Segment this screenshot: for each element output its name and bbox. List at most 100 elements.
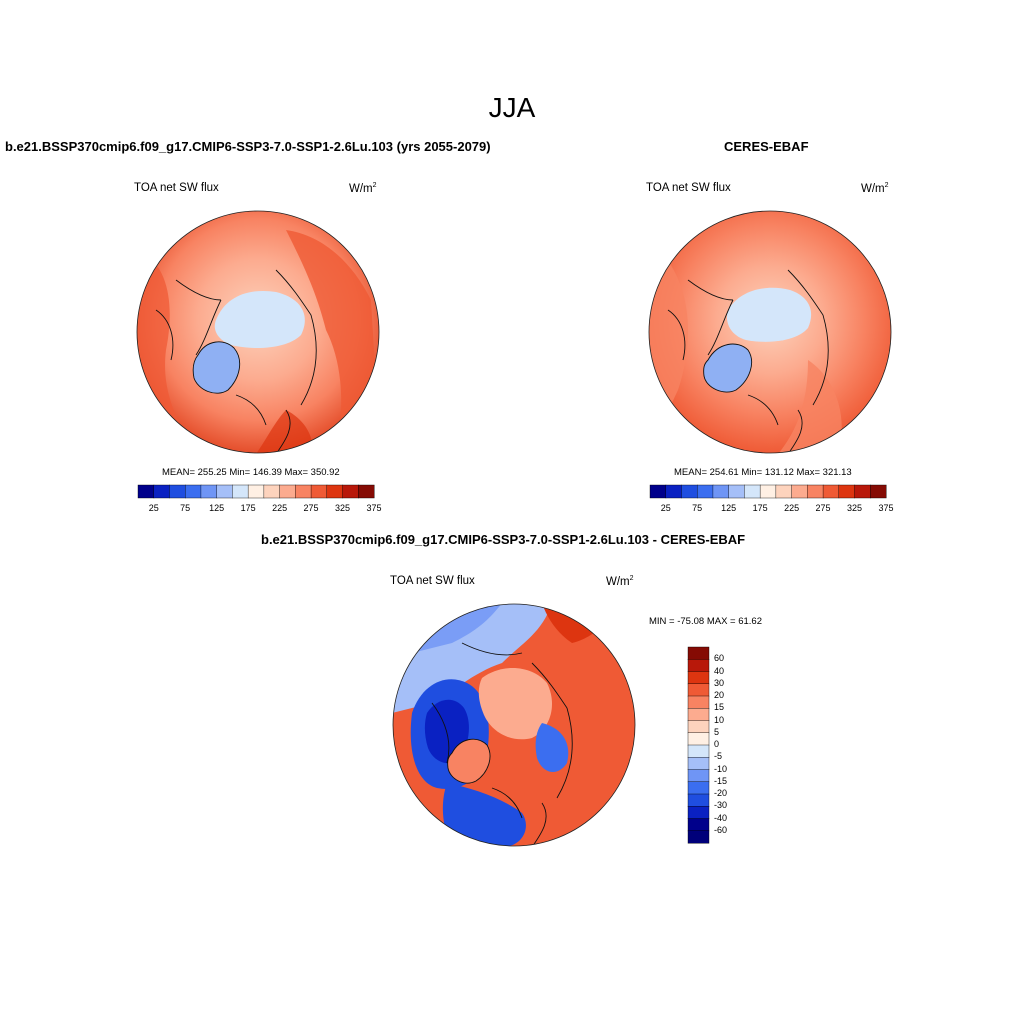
colorbar-swatch (687, 720, 710, 734)
colorbar-swatch (807, 484, 824, 499)
greenland-region (193, 341, 240, 394)
colorbar-swatch (870, 484, 887, 499)
europe-high-flux-region (256, 410, 313, 453)
colorbar-tick-label: 125 (209, 503, 225, 513)
colorbar-diff (687, 646, 710, 844)
colorbar-swatch (687, 830, 710, 844)
diff-negative-atlantic (442, 783, 526, 846)
coastlines (667, 269, 829, 453)
map-border (392, 603, 636, 847)
colorbar-swatch (185, 484, 202, 499)
colorbar-swatch (838, 484, 856, 499)
panel-title-diff: b.e21.BSSP370cmip6.f09_g17.CMIP6-SSP3-7.… (261, 532, 746, 547)
colorbar-swatch (791, 484, 808, 499)
colorbar-swatch (279, 484, 296, 499)
colorbar-swatch (687, 659, 710, 673)
colorbar-tick-label: 225 (784, 503, 800, 513)
stats-diff: MIN = -75.08 MAX = 61.62 (649, 616, 763, 627)
colorbar-swatch (687, 708, 710, 722)
colorbar-swatch (137, 484, 155, 499)
colorbar-tick-label: 10 (714, 714, 725, 725)
colorbar-swatch (153, 484, 170, 499)
ocean-high-flux-region (286, 230, 379, 453)
colorbar-tick-label: -20 (714, 788, 728, 798)
colorbar-tick-label: 60 (714, 653, 725, 664)
colorbar-swatch (687, 744, 710, 758)
colorbar-swatch (687, 793, 710, 807)
colorbar-swatch (697, 484, 714, 499)
map-border (648, 210, 892, 454)
season-title: JJA (488, 92, 536, 123)
colorbar-swatch (342, 484, 359, 499)
colorbar-ticks-obs: 25 75 125 175 225 275 325 375 (650, 503, 894, 515)
colorbar-tick-label: 375 (878, 503, 894, 513)
colorbar-tick-label: 75 (692, 503, 703, 513)
colorbar-swatch (263, 484, 281, 499)
colorbar-swatch (169, 484, 186, 499)
left-label-model: TOA net SW flux (134, 182, 219, 194)
stats-model: MEAN= 255.25 Min= 146.39 Max= 350.92 (162, 467, 340, 478)
arctic-ice-region (726, 287, 812, 342)
colorbar-swatch (687, 683, 710, 697)
colorbar-swatch (687, 806, 710, 820)
polar-map-model (136, 210, 380, 454)
colorbar-tick-label: 175 (752, 503, 768, 513)
left-label-diff: TOA net SW flux (390, 575, 475, 587)
colorbar-tick-label: 275 (815, 503, 831, 513)
colorbar-tick-label: -60 (714, 824, 728, 835)
colorbar-tick-label: 375 (366, 503, 382, 513)
colorbar-swatch (687, 671, 710, 685)
colorbar-swatch (295, 484, 312, 499)
colorbar-model (137, 484, 375, 499)
colorbar-swatch (687, 695, 710, 709)
coastlines (155, 269, 317, 453)
colorbar-tick-label: 25 (660, 503, 671, 513)
diff-positive-arctic (478, 667, 552, 740)
colorbar-swatch (687, 818, 710, 832)
colorbar-swatch (687, 757, 710, 771)
colorbar-swatch (200, 484, 218, 499)
atlantic-region (778, 360, 842, 453)
greenland-coastline (192, 341, 241, 394)
colorbar-swatch (232, 484, 249, 499)
colorbar-swatch (687, 732, 710, 746)
left-label-obs: TOA net SW flux (646, 182, 731, 194)
coastlines (431, 642, 573, 846)
colorbar-tick-label: 25 (148, 503, 159, 513)
colorbar-ticks-diff: 60 40 30 20 15 10 5 0 -5 -10 -15 -20 -30 -40 -60 (714, 647, 754, 843)
map-border (136, 210, 380, 454)
colorbar-swatch (712, 484, 730, 499)
colorbar-swatch (665, 484, 682, 499)
arctic-ice-region (214, 290, 305, 348)
colorbar-tick-label: 225 (272, 503, 288, 513)
greenland-coastline (447, 738, 491, 784)
colorbar-swatch (687, 646, 710, 660)
units-label-diff: W/m2 (606, 575, 634, 588)
diff-negative-scandinavia (535, 723, 569, 773)
colorbar-swatch (216, 484, 233, 499)
colorbar-tick-label: 15 (714, 702, 725, 713)
colorbar-tick-label: 0 (714, 739, 720, 749)
units-label-obs: W/m2 (861, 182, 889, 195)
colorbar-swatch (649, 484, 667, 499)
colorbar-swatch (854, 484, 871, 499)
colorbar-swatch (728, 484, 745, 499)
colorbar-swatch (247, 484, 265, 499)
colorbar-swatch (310, 484, 328, 499)
colorbar-swatch (759, 484, 777, 499)
colorbar-tick-label: 30 (714, 677, 725, 688)
panel-title-obs: CERES-EBAF (724, 139, 809, 154)
colorbar-tick-label: -15 (714, 775, 728, 786)
colorbar-obs (649, 484, 887, 499)
colorbar-ticks-model: 25 75 125 175 225 275 325 375 (138, 503, 382, 515)
colorbar-tick-label: 175 (240, 503, 256, 513)
panel-title-model: b.e21.BSSP370cmip6.f09_g17.CMIP6-SSP3-7.… (5, 139, 491, 154)
colorbar-swatch (822, 484, 840, 499)
colorbar-tick-label: 40 (714, 665, 725, 676)
colorbar-swatch (681, 484, 698, 499)
stats-obs: MEAN= 254.61 Min= 131.12 Max= 321.13 (674, 467, 852, 478)
colorbar-tick-label: -40 (714, 812, 728, 823)
units-label-model: W/m2 (349, 182, 377, 195)
polar-map-diff (392, 603, 636, 847)
diff-positive-greenland (447, 739, 490, 784)
